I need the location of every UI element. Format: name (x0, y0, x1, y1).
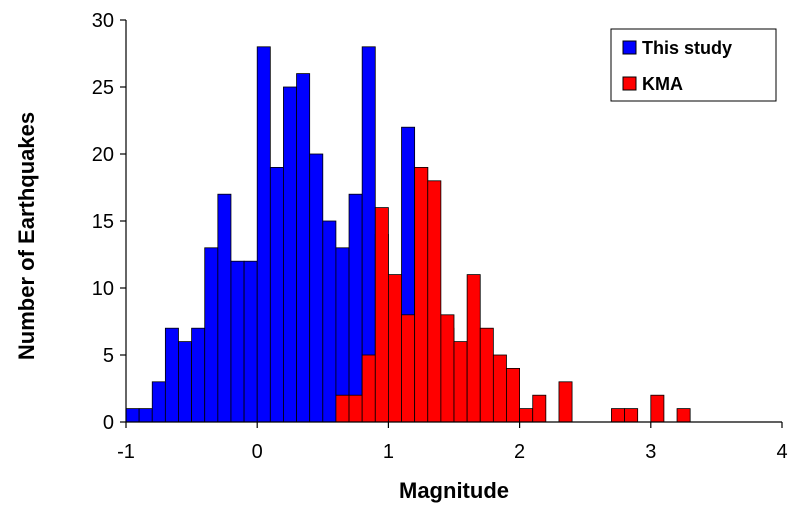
x-ticks-group: -1 0 1 2 3 4 (117, 422, 788, 463)
bar-this-study-13 (296, 73, 311, 423)
bar-kma-16 (558, 381, 573, 423)
legend-swatch-kma (622, 76, 637, 91)
bar-this-study-17 (348, 193, 363, 423)
legend: This study KMA (610, 28, 777, 102)
bar-kma-15 (532, 394, 547, 423)
x-tick-label: 2 (514, 441, 525, 463)
bar-kma-5 (401, 314, 416, 423)
bar-this-study-2 (151, 381, 166, 423)
bar-kma-0 (335, 394, 350, 423)
y-tick-label: 20 (92, 144, 114, 166)
y-tick-label: 5 (103, 345, 114, 367)
y-ticks-group: 0 5 10 15 20 25 30 (92, 10, 126, 434)
bar-kma-17 (611, 408, 625, 423)
bar-this-study-5 (191, 327, 206, 423)
bar-kma-4 (387, 274, 402, 423)
y-tick-label: 25 (92, 77, 114, 99)
x-tick-label: 1 (383, 441, 394, 463)
bar-kma-19 (650, 394, 665, 423)
bar-kma-14 (519, 408, 534, 423)
bar-this-study-7 (217, 193, 232, 423)
bar-this-study-15 (322, 220, 337, 423)
bar-kma-13 (506, 367, 521, 423)
bar-this-study-1 (138, 408, 153, 423)
y-tick-label: 30 (92, 10, 114, 32)
bar-kma-6 (414, 166, 429, 423)
bar-this-study-6 (204, 247, 219, 423)
y-tick-label: 15 (92, 211, 114, 233)
y-tick-label: 10 (92, 278, 114, 300)
x-axis-title: Magnitude (399, 478, 509, 503)
bar-this-study-8 (230, 260, 245, 423)
x-tick-label: 3 (645, 441, 656, 463)
bar-kma-18 (624, 408, 639, 423)
bar-this-study-3 (164, 327, 179, 423)
bar-kma-1 (348, 394, 363, 423)
bar-kma-20 (676, 408, 691, 423)
bar-this-study-4 (178, 341, 192, 423)
x-tick-label: 4 (776, 441, 787, 463)
x-tick-label: 0 (252, 441, 263, 463)
bars-group (125, 46, 691, 423)
bar-kma-3 (374, 207, 389, 423)
y-axis-title: Number of Earthquakes (14, 112, 39, 360)
bar-kma-11 (479, 327, 494, 423)
bar-this-study-0 (125, 408, 140, 423)
bar-this-study-10 (256, 46, 271, 423)
legend-swatch-this-study (622, 40, 637, 55)
legend-label-kma: KMA (642, 74, 683, 94)
x-tick-label: -1 (117, 441, 135, 463)
legend-box (610, 28, 777, 102)
bar-this-study-11 (269, 166, 284, 423)
bar-kma-12 (492, 354, 507, 423)
bar-kma-7 (427, 180, 442, 423)
y-tick-label: 0 (103, 412, 114, 434)
bar-this-study-14 (309, 153, 324, 423)
bar-kma-9 (453, 341, 468, 423)
bar-kma-8 (440, 314, 455, 423)
bar-this-study-9 (243, 260, 258, 423)
bar-kma-10 (466, 274, 481, 423)
legend-label-this-study: This study (642, 38, 732, 58)
bar-this-study-12 (283, 86, 297, 423)
bar-kma-2 (361, 354, 376, 423)
